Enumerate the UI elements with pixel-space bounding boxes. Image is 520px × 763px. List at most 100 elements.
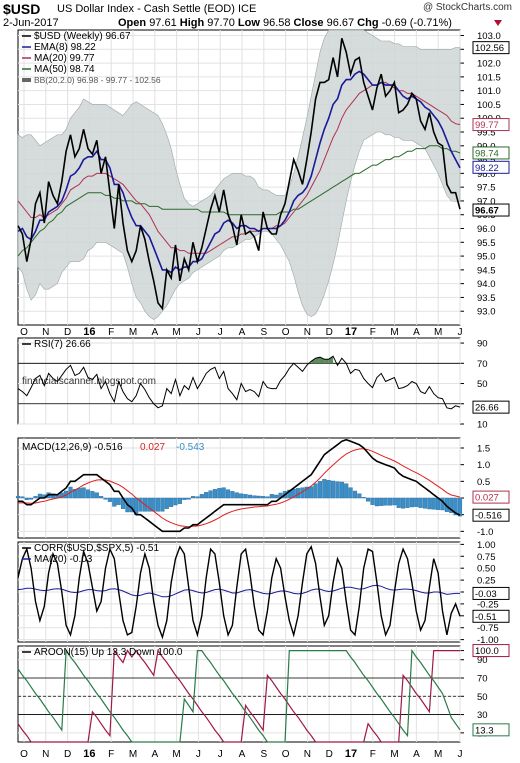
macd-histogram-bar: [116, 497, 121, 505]
price-ytick-label: 94.5: [477, 265, 496, 276]
x-axis-label-price: M: [390, 327, 398, 338]
rsi-ytick-label: 10: [477, 420, 488, 431]
macd-histogram-bar: [212, 489, 217, 499]
macd-histogram-bar: [15, 496, 21, 499]
price-legend-item: BB(20,2.0) 96.98 - 99.77 - 102.56: [34, 75, 161, 85]
price-ytick-label: 94.0: [477, 279, 496, 290]
open-label: Open: [118, 17, 147, 29]
macd-histogram-bar: [449, 497, 454, 513]
macd-histogram-bar: [269, 494, 274, 499]
price-ytick-label: 95.5: [477, 238, 496, 249]
macd-ytick-label: 1.0: [477, 460, 490, 471]
macd-histogram-bar: [409, 497, 414, 508]
panel-price: 93.093.594.094.595.095.596.096.597.097.5…: [17, 29, 510, 326]
x-axis-label-aroon: J: [458, 749, 463, 760]
low-label: Low: [237, 17, 260, 29]
rsi-value-tag: 26.66: [472, 400, 510, 414]
corr-ytick-label: 0.50: [477, 564, 496, 575]
corr-value-tag-box: [472, 586, 510, 600]
stockcharts-credit: @ StockCharts.com: [422, 2, 512, 13]
x-axis-label-aroon: J: [196, 749, 201, 760]
x-axis-label-price: A: [239, 327, 246, 338]
rsi-value-tag-box: [472, 400, 510, 414]
price-ytick-label: 96.0: [477, 224, 496, 235]
corr-value-tag: -0.51: [472, 609, 510, 623]
macd-histogram-bar: [361, 497, 366, 499]
macd-histogram-bar: [94, 492, 99, 499]
macd-legend-item: -0.543: [176, 442, 205, 453]
aroon-legend-item: AROON(15) Up 13.3 Down 100.0: [34, 647, 183, 658]
macd-histogram-bar: [326, 480, 331, 499]
macd-histogram-bar: [261, 496, 266, 499]
macd-histogram-bar: [313, 483, 318, 499]
ohlc-readout: Open 97.61 High 97.70 Low 96.58 Close 96…: [118, 17, 452, 29]
macd-histogram-bar: [190, 496, 196, 499]
x-axis-label-price: S: [260, 327, 267, 338]
x-axis-label-price: F: [108, 327, 114, 338]
aroon-up-line: [17, 648, 461, 743]
x-axis-label-aroon: 16: [83, 748, 95, 760]
macd-histogram-bar: [265, 496, 270, 499]
macd-ytick-label: -1.0: [477, 527, 493, 538]
x-axis-label-aroon: N: [42, 749, 49, 760]
corr-value-tag: -0.03: [472, 586, 510, 600]
x-axis-label-price: 17: [345, 326, 357, 338]
macd-histogram-bar: [317, 481, 323, 499]
price-value-tag-label: 96.67: [475, 206, 499, 217]
macd-histogram-bar: [291, 488, 296, 499]
x-axis-label-price: D: [64, 327, 71, 338]
price-line: [17, 38, 461, 311]
macd-frame: [17, 437, 461, 539]
price-value-tag-box: [472, 41, 510, 55]
macd-histogram-bar: [252, 495, 257, 499]
x-axis-label-aroon: A: [413, 749, 420, 760]
macd-histogram-bar: [199, 494, 204, 499]
macd-histogram-bar: [129, 497, 134, 513]
corr-value-tag-box: [472, 609, 510, 623]
close-value: 96.67: [326, 17, 355, 29]
macd-legend-item: MACD(12,26,9) -0.516: [22, 442, 123, 453]
macd-histogram-bar: [81, 487, 86, 499]
corr-ytick-label: -0.75: [477, 623, 499, 634]
price-ytick-label: 101.5: [477, 72, 501, 83]
macd-histogram-bar: [453, 497, 458, 516]
macd-histogram-bar: [344, 483, 349, 499]
x-axis-label-aroon: A: [151, 749, 158, 760]
price-value-tag-label: 102.56: [475, 43, 504, 54]
macd-histogram-bar: [221, 487, 226, 499]
rsi-ytick-label: 50: [477, 379, 488, 390]
macd-histogram-bar: [287, 489, 292, 499]
macd-histogram-bar: [274, 494, 279, 499]
macd-histogram-bar: [348, 487, 353, 499]
macd-histogram-bar: [155, 497, 161, 512]
x-axis-label-price: O: [282, 327, 290, 338]
macd-histogram-bar: [164, 497, 169, 509]
macd-histogram-bar: [331, 480, 336, 499]
macd-histogram-bar: [457, 497, 463, 517]
macd-histogram-bar: [173, 497, 178, 506]
macd-histogram-bar: [418, 497, 423, 508]
macd-histogram-bar: [357, 493, 362, 499]
macd-histogram-bar: [186, 497, 191, 500]
price-value-tag: 99.77: [472, 118, 510, 132]
price-ytick-label: 93.0: [477, 307, 496, 318]
x-axis-label-aroon: N: [304, 749, 311, 760]
macd-histogram-bar: [24, 497, 29, 500]
high-label: High: [179, 17, 205, 29]
price-value-tag-box: [472, 146, 510, 160]
macd-histogram-bar: [335, 481, 340, 499]
rsi-overbought-fill: [315, 357, 320, 364]
macd-histogram-bar: [387, 497, 393, 506]
macd-histogram-bar: [379, 497, 384, 506]
macd-ytick-label: 1.5: [477, 444, 490, 455]
rsi-overbought-fill: [319, 357, 325, 364]
x-axis-label-price: J: [196, 327, 201, 338]
macd-legend-item: 0.027: [140, 442, 165, 453]
macd-ytick-label: 0.5: [477, 477, 490, 488]
macd-histogram-bar: [352, 490, 358, 499]
x-axis-label-aroon: M: [390, 749, 398, 760]
macd-histogram-bar: [195, 496, 200, 499]
macd-value-tag-label: 0.027: [475, 493, 499, 504]
macd-histogram-bar: [208, 490, 213, 499]
